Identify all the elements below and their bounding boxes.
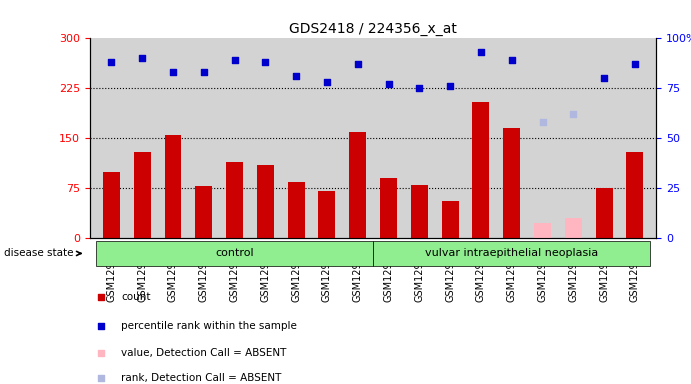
Point bbox=[444, 83, 455, 89]
Point bbox=[95, 350, 106, 356]
Point bbox=[383, 81, 394, 88]
Text: count: count bbox=[121, 292, 151, 302]
Point bbox=[198, 69, 209, 75]
Point bbox=[507, 57, 518, 63]
Bar bbox=[134, 152, 151, 238]
Point bbox=[95, 323, 106, 329]
Point bbox=[568, 111, 579, 118]
Bar bbox=[596, 188, 612, 238]
Bar bbox=[534, 223, 551, 238]
Bar bbox=[380, 178, 397, 238]
Bar bbox=[226, 162, 243, 238]
Point bbox=[167, 69, 178, 75]
Bar bbox=[164, 135, 182, 238]
Bar bbox=[473, 102, 489, 238]
Bar bbox=[196, 186, 212, 238]
Title: GDS2418 / 224356_x_at: GDS2418 / 224356_x_at bbox=[290, 22, 457, 36]
Bar bbox=[257, 165, 274, 238]
Bar bbox=[287, 182, 305, 238]
FancyBboxPatch shape bbox=[96, 242, 373, 266]
Text: vulvar intraepithelial neoplasia: vulvar intraepithelial neoplasia bbox=[425, 248, 598, 258]
Bar bbox=[442, 202, 459, 238]
Point bbox=[95, 376, 106, 382]
Point bbox=[291, 73, 302, 79]
Text: disease state: disease state bbox=[4, 248, 81, 258]
Bar bbox=[319, 192, 335, 238]
Point bbox=[414, 85, 425, 91]
Point bbox=[352, 61, 363, 68]
Text: value, Detection Call = ABSENT: value, Detection Call = ABSENT bbox=[121, 348, 286, 358]
FancyBboxPatch shape bbox=[373, 242, 650, 266]
Bar bbox=[411, 185, 428, 238]
Point bbox=[137, 55, 148, 61]
Point bbox=[95, 294, 106, 300]
Point bbox=[106, 59, 117, 65]
Bar bbox=[103, 172, 120, 238]
Point bbox=[229, 57, 240, 63]
Text: rank, Detection Call = ABSENT: rank, Detection Call = ABSENT bbox=[121, 373, 281, 384]
Bar bbox=[503, 128, 520, 238]
Point bbox=[630, 61, 641, 68]
Bar bbox=[349, 132, 366, 238]
Text: control: control bbox=[216, 248, 254, 258]
Point bbox=[475, 49, 486, 55]
Point bbox=[537, 119, 548, 125]
Bar bbox=[565, 218, 582, 238]
Point bbox=[260, 59, 271, 65]
Point bbox=[598, 75, 609, 81]
Bar bbox=[627, 152, 643, 238]
Point bbox=[321, 79, 332, 85]
Text: percentile rank within the sample: percentile rank within the sample bbox=[121, 321, 297, 331]
